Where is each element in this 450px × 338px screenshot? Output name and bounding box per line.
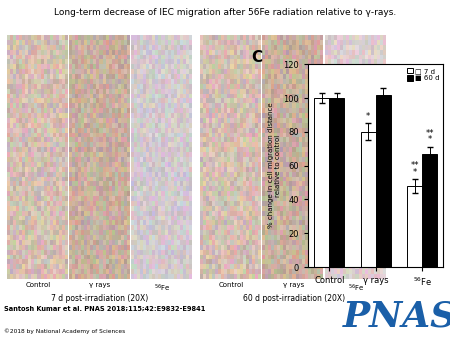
Bar xyxy=(329,98,344,267)
Text: *: * xyxy=(413,168,417,177)
Text: ©2018 by National Academy of Sciences: ©2018 by National Academy of Sciences xyxy=(4,328,126,334)
Text: PNAS: PNAS xyxy=(342,299,450,333)
Legend: □ 7 d, ■ 60 d: □ 7 d, ■ 60 d xyxy=(407,68,440,81)
Text: $^{56}$Fe: $^{56}$Fe xyxy=(154,282,171,293)
Bar xyxy=(407,186,422,267)
Text: Control: Control xyxy=(25,282,50,288)
Text: γ rays: γ rays xyxy=(283,282,304,288)
Text: B: B xyxy=(206,43,217,58)
Text: Long-term decrease of IEC migration after 56Fe radiation relative to γ-rays.: Long-term decrease of IEC migration afte… xyxy=(54,8,396,18)
Text: γ rays: γ rays xyxy=(90,282,111,288)
Text: $^{56}$Fe: $^{56}$Fe xyxy=(348,282,364,293)
Text: C: C xyxy=(252,50,263,65)
Text: 7 d post-irradiation (20X): 7 d post-irradiation (20X) xyxy=(51,294,149,303)
Text: Control: Control xyxy=(219,282,244,288)
Text: *: * xyxy=(366,112,370,121)
Bar xyxy=(315,98,329,267)
Y-axis label: % change in cell migration distance
relative to control: % change in cell migration distance rela… xyxy=(268,103,281,228)
Bar xyxy=(422,154,437,267)
Bar xyxy=(376,95,391,267)
Text: 60 d post-irradiation (20X): 60 d post-irradiation (20X) xyxy=(243,294,345,303)
Text: *: * xyxy=(428,136,432,145)
Bar xyxy=(361,132,376,267)
Text: Santosh Kumar et al. PNAS 2018;115;42:E9832-E9841: Santosh Kumar et al. PNAS 2018;115;42:E9… xyxy=(4,306,206,312)
Text: A: A xyxy=(12,43,24,58)
Text: **: ** xyxy=(425,129,434,138)
Text: **: ** xyxy=(410,161,419,170)
